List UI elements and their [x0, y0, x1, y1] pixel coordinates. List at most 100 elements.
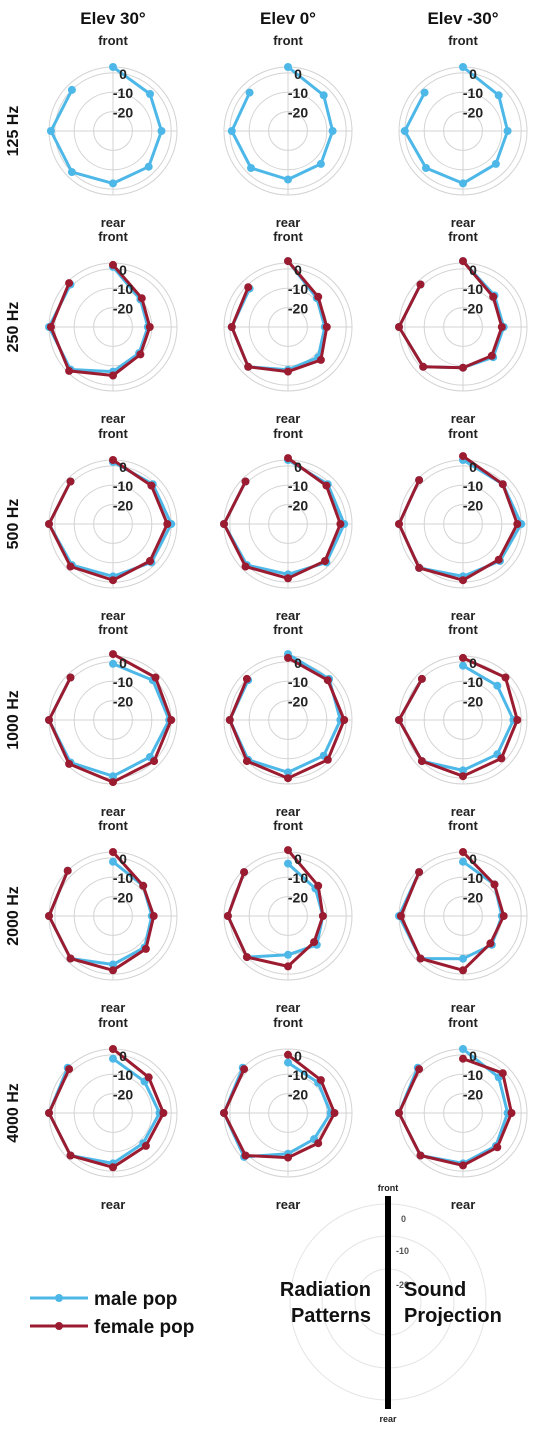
- female-point-180: [109, 778, 117, 787]
- female-point-90: [167, 716, 176, 724]
- male-point-270: [46, 127, 55, 135]
- inset-tick-10: -10: [396, 1246, 409, 1256]
- polar-panel-3-0: front rear 0 -10 -20: [45, 622, 178, 819]
- female-series-line: [226, 849, 325, 968]
- male-point-45: [493, 681, 502, 690]
- polar-panel-2-1: front rear 0 -10 -20: [220, 426, 353, 623]
- radial-tick-label: -10: [463, 281, 483, 297]
- radial-tick-label: 0: [469, 459, 477, 475]
- radial-tick-label: -10: [288, 1067, 308, 1083]
- polar-panel-5-2: front rear 0 -10 -20: [395, 1015, 528, 1212]
- female-point-90: [330, 1109, 339, 1117]
- column-title-elev-0: Elev 0°: [260, 9, 316, 28]
- male-point-0: [109, 1054, 117, 1063]
- inset-tick-0: 0: [401, 1214, 406, 1224]
- female-point-225: [419, 362, 428, 371]
- male-point-135: [144, 162, 153, 171]
- female-point-0: [109, 650, 117, 659]
- radial-tick-label: 0: [119, 655, 127, 671]
- female-point-135: [487, 351, 496, 360]
- male-point-45: [494, 91, 503, 100]
- radial-tick-label: -20: [463, 498, 483, 514]
- male-point-180: [284, 175, 292, 184]
- radial-tick-label: -10: [463, 1067, 483, 1083]
- column-title-elev-minus-30: Elev -30°: [427, 9, 498, 28]
- female-point-180: [284, 1153, 292, 1162]
- female-point-135: [310, 938, 319, 947]
- female-point-135: [141, 1141, 150, 1150]
- female-point-180: [284, 962, 292, 971]
- female-point-45: [322, 481, 331, 490]
- female-point-225: [416, 1151, 425, 1160]
- radial-tick-label: -10: [113, 281, 133, 297]
- polar-panel-4-2: front rear 0 -10 -20: [395, 818, 528, 1015]
- male-point-90: [157, 127, 166, 135]
- polar-panel-5-1: front rear 0 -10 -20: [220, 1015, 353, 1212]
- front-label: front: [448, 33, 478, 48]
- radial-tick-label: -20: [463, 694, 483, 710]
- female-point-270: [225, 716, 234, 724]
- female-point-90: [513, 716, 522, 724]
- female-point-45: [144, 1073, 153, 1082]
- female-point-180: [459, 966, 467, 975]
- rear-label: rear: [101, 215, 126, 230]
- female-point-315: [416, 280, 425, 289]
- female-point-45: [498, 1069, 507, 1078]
- radial-tick-label: -10: [288, 281, 308, 297]
- female-point-180: [459, 363, 467, 372]
- female-point-90: [163, 520, 172, 528]
- rear-label: rear: [276, 804, 301, 819]
- rear-label: rear: [101, 411, 126, 426]
- female-point-90: [145, 323, 154, 331]
- female-point-0: [109, 456, 117, 464]
- female-point-90: [507, 1109, 516, 1117]
- female-point-135: [497, 754, 506, 763]
- female-series-line: [397, 454, 519, 582]
- radial-tick-label: 0: [294, 1048, 302, 1064]
- female-point-90: [340, 716, 349, 724]
- radial-tick-label: 0: [294, 66, 302, 82]
- polar-panel-4-1: front rear 0 -10 -20: [223, 818, 353, 1015]
- front-label: front: [98, 1015, 128, 1030]
- male-point-0: [284, 63, 292, 71]
- male-point-315: [420, 88, 429, 97]
- rear-label: rear: [276, 1000, 301, 1015]
- front-label: front: [273, 426, 303, 441]
- female-point-0: [459, 1054, 467, 1063]
- female-point-45: [490, 880, 499, 889]
- inset-left-text-2: Patterns: [291, 1305, 371, 1327]
- female-series-line: [397, 1057, 513, 1167]
- front-label: front: [448, 426, 478, 441]
- inset-right-text-1: Sound: [404, 1279, 466, 1301]
- female-point-0: [459, 452, 467, 461]
- polar-panel-2-2: front rear 0 -10 -20: [395, 426, 528, 623]
- female-point-225: [415, 563, 424, 572]
- female-point-270: [220, 520, 228, 528]
- female-point-45: [498, 480, 507, 489]
- female-point-270: [220, 1109, 228, 1117]
- female-point-225: [416, 954, 425, 963]
- rear-label: rear: [101, 1197, 126, 1212]
- radial-tick-label: -10: [113, 870, 133, 886]
- female-point-0: [109, 260, 117, 269]
- radial-tick-label: -10: [288, 478, 308, 494]
- female-point-225: [66, 954, 75, 963]
- female-point-45: [314, 881, 323, 890]
- female-point-180: [109, 371, 117, 380]
- male-point-0: [459, 661, 467, 670]
- radial-tick-label: 0: [294, 262, 302, 278]
- male-point-90: [503, 127, 512, 135]
- female-point-0: [284, 257, 292, 266]
- radial-tick-label: 0: [294, 459, 302, 475]
- male-point-225: [67, 168, 76, 177]
- rear-label: rear: [451, 1000, 476, 1015]
- male-point-225: [247, 164, 255, 172]
- female-point-270: [46, 323, 55, 331]
- female-series-line: [47, 652, 173, 784]
- radial-tick-label: -20: [113, 890, 133, 906]
- female-point-270: [227, 323, 236, 331]
- female-point-90: [322, 323, 331, 331]
- radial-tick-label: -20: [288, 890, 308, 906]
- polar-panel-5-0: front rear 0 -10 -20: [45, 1015, 178, 1212]
- rear-label: rear: [276, 1197, 301, 1212]
